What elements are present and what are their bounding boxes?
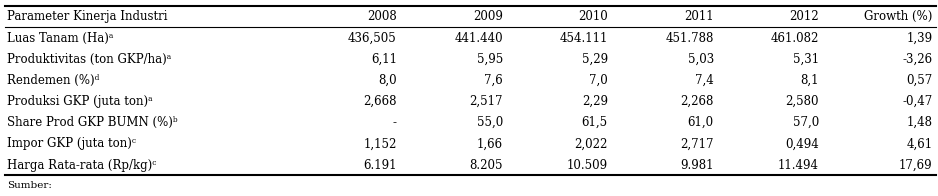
Text: 1,152: 1,152 <box>363 137 397 150</box>
Text: 1,48: 1,48 <box>906 116 932 129</box>
Text: 17,69: 17,69 <box>899 159 932 172</box>
Text: 2010: 2010 <box>578 10 608 23</box>
Text: 454.111: 454.111 <box>559 32 608 44</box>
Text: 1,39: 1,39 <box>906 32 932 44</box>
Text: 2,717: 2,717 <box>680 137 714 150</box>
Text: 11.494: 11.494 <box>778 159 819 172</box>
Text: 2009: 2009 <box>473 10 503 23</box>
Text: 57,0: 57,0 <box>793 116 819 129</box>
Text: 5,29: 5,29 <box>582 53 608 66</box>
Text: 2012: 2012 <box>789 10 819 23</box>
Text: Luas Tanam (Ha)ᵃ: Luas Tanam (Ha)ᵃ <box>7 32 113 44</box>
Text: 2011: 2011 <box>684 10 714 23</box>
Text: 7,6: 7,6 <box>484 74 503 87</box>
Text: 436,505: 436,505 <box>348 32 397 44</box>
Text: 7,4: 7,4 <box>695 74 714 87</box>
Text: 5,95: 5,95 <box>477 53 503 66</box>
Text: 2,517: 2,517 <box>469 95 503 108</box>
Text: -: - <box>393 116 397 129</box>
Text: Rendemen (%)ᵈ: Rendemen (%)ᵈ <box>7 74 98 87</box>
Text: 6.191: 6.191 <box>363 159 397 172</box>
Text: 7,0: 7,0 <box>589 74 608 87</box>
Text: 6,11: 6,11 <box>371 53 397 66</box>
Text: Growth (%): Growth (%) <box>864 10 932 23</box>
Text: Produksi GKP (juta ton)ᵃ: Produksi GKP (juta ton)ᵃ <box>7 95 152 108</box>
Text: 2,268: 2,268 <box>680 95 714 108</box>
Text: 61,0: 61,0 <box>688 116 714 129</box>
Text: Sumber:: Sumber: <box>8 181 53 190</box>
Text: 10.509: 10.509 <box>567 159 608 172</box>
Text: -3,26: -3,26 <box>902 53 932 66</box>
Text: 461.082: 461.082 <box>770 32 819 44</box>
Text: 0,494: 0,494 <box>785 137 819 150</box>
Text: 441.440: 441.440 <box>454 32 503 44</box>
Text: Produktivitas (ton GKP/ha)ᵃ: Produktivitas (ton GKP/ha)ᵃ <box>7 53 171 66</box>
Text: 55,0: 55,0 <box>477 116 503 129</box>
Text: 2008: 2008 <box>367 10 397 23</box>
Text: 5,03: 5,03 <box>688 53 714 66</box>
Text: Parameter Kinerja Industri: Parameter Kinerja Industri <box>7 10 167 23</box>
Text: 2,580: 2,580 <box>785 95 819 108</box>
Text: Share Prod GKP BUMN (%)ᵇ: Share Prod GKP BUMN (%)ᵇ <box>7 116 177 129</box>
Text: 2,668: 2,668 <box>363 95 397 108</box>
Text: -0,47: -0,47 <box>902 95 932 108</box>
Text: 8,0: 8,0 <box>378 74 397 87</box>
Text: 61,5: 61,5 <box>582 116 608 129</box>
Text: 0,57: 0,57 <box>906 74 932 87</box>
Text: 8,1: 8,1 <box>800 74 819 87</box>
Text: 2,29: 2,29 <box>582 95 608 108</box>
Text: 451.788: 451.788 <box>665 32 714 44</box>
Text: 4,61: 4,61 <box>906 137 932 150</box>
Text: 5,31: 5,31 <box>793 53 819 66</box>
Text: 2,022: 2,022 <box>574 137 608 150</box>
Text: 8.205: 8.205 <box>469 159 503 172</box>
Text: 9.981: 9.981 <box>680 159 714 172</box>
Text: Harga Rata-rata (Rp/kg)ᶜ: Harga Rata-rata (Rp/kg)ᶜ <box>7 159 156 172</box>
Text: Impor GKP (juta ton)ᶜ: Impor GKP (juta ton)ᶜ <box>7 137 136 150</box>
Text: 1,66: 1,66 <box>477 137 503 150</box>
